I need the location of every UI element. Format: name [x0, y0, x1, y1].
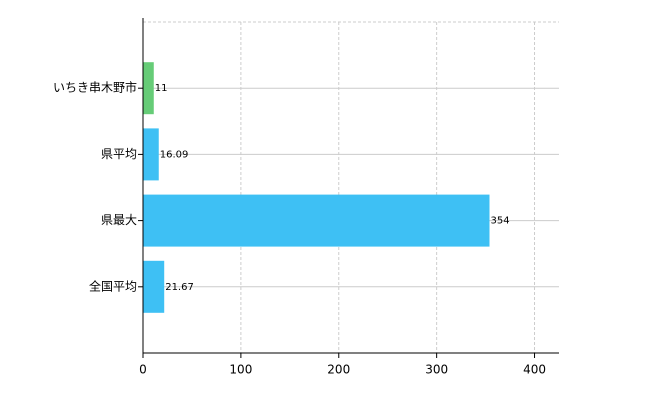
bar — [143, 260, 165, 313]
value-label: 21.67 — [165, 282, 194, 293]
x-tick-label: 400 — [523, 363, 546, 377]
x-tick-label: 0 — [139, 363, 147, 377]
x-tick-label: 100 — [229, 363, 252, 377]
value-label: 16.09 — [160, 149, 189, 160]
x-tick-label: 200 — [327, 363, 350, 377]
y-tick-label: 全国平均 — [89, 278, 137, 293]
bar — [143, 62, 154, 115]
y-tick-label: 県平均 — [101, 147, 137, 161]
value-label: 11 — [155, 83, 168, 94]
y-tick-label: 県最大 — [101, 213, 137, 227]
bar — [143, 194, 490, 247]
x-tick-label: 300 — [425, 363, 448, 377]
y-tick-label: いちき串木野市 — [53, 80, 137, 95]
bar — [143, 128, 159, 181]
value-label: 354 — [491, 216, 510, 227]
